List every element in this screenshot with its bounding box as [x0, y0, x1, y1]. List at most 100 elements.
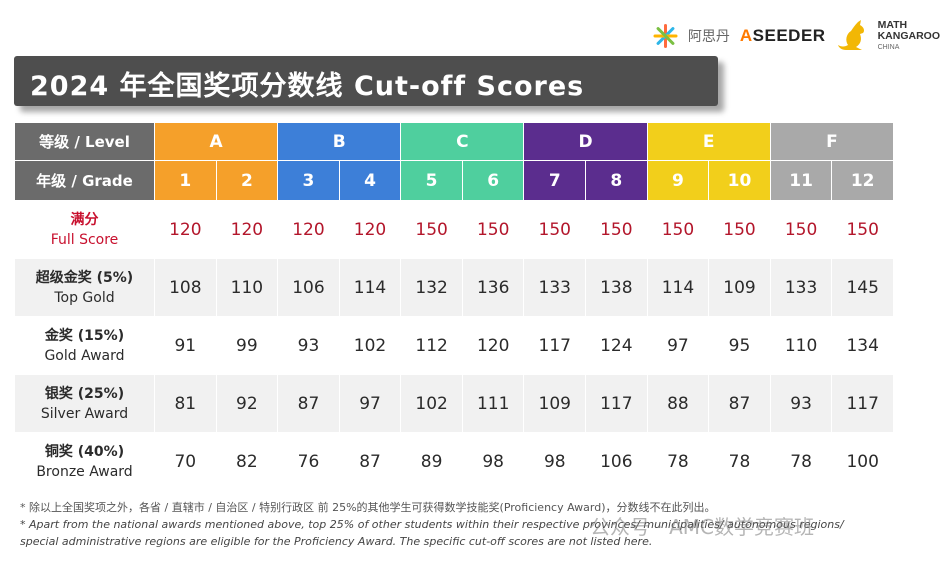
score-cell: 120	[154, 200, 217, 259]
page-title: 2024 年全国奖项分数线 Cut-off Scores	[30, 71, 585, 102]
score-cell: 150	[646, 200, 710, 259]
score-cell: 95	[708, 316, 771, 375]
score-cell: 120	[277, 200, 340, 259]
score-table-body: 满分 Full Score 120 120 120 120 150 150 150 150 150 1…	[14, 200, 894, 491]
level-header-row: 等级 / Level A B C D E F	[14, 122, 895, 161]
score-cell: 114	[338, 258, 402, 317]
score-cell: 87	[338, 432, 402, 491]
score-cell: 120	[215, 200, 279, 259]
level-E: E	[646, 122, 771, 161]
level-F: F	[769, 122, 895, 161]
score-cell: 106	[585, 432, 648, 491]
score-cell: 133	[523, 258, 587, 317]
row-label: 金奖 (15%) Gold Award	[14, 316, 155, 375]
level-header-label: 等级 / Level	[14, 122, 155, 161]
kangaroo-icon	[837, 20, 864, 50]
aisidan-logo-text: 阿思丹	[687, 29, 730, 45]
grade-11: 11	[769, 160, 833, 201]
score-cell: 112	[400, 316, 463, 375]
score-cell: 132	[400, 258, 463, 317]
score-cell: 93	[277, 316, 340, 375]
footnote-en-2: special administrative regions are eligi…	[20, 535, 653, 548]
title-banner: 2024 年全国奖项分数线 Cut-off Scores	[14, 56, 718, 106]
logo-row: 阿思丹 ASEEDER MATH KANGAROO CHINA	[652, 16, 940, 56]
score-cell: 109	[523, 374, 587, 433]
aisidan-spark-icon	[652, 23, 678, 49]
score-cell: 81	[154, 374, 217, 433]
score-cell: 97	[338, 374, 402, 433]
grade-header-row: 年级 / Grade 1 2 3 4 5 6 7 8 9 10 11 12	[14, 160, 894, 201]
score-cell: 117	[585, 374, 648, 433]
row-label-en: Silver Award	[40, 405, 129, 422]
score-cell: 98	[523, 432, 587, 491]
score-cell: 109	[708, 258, 771, 317]
score-cell: 82	[215, 432, 279, 491]
grade-1: 1	[154, 160, 217, 201]
score-cell: 99	[215, 316, 279, 375]
row-label: 超级金奖 (5%) Top Gold	[14, 258, 155, 317]
row-label: 满分 Full Score	[14, 200, 155, 259]
footnote-cn: * 除以上全国奖项之外，各省 / 直辖市 / 自治区 / 特别行政区 前 25%…	[20, 501, 716, 514]
score-cell: 117	[523, 316, 587, 375]
score-cell: 138	[585, 258, 648, 317]
score-cell: 102	[338, 316, 402, 375]
row-label-cn: 金奖 (15%)	[44, 327, 125, 344]
score-cell: 150	[523, 200, 587, 259]
score-cell: 76	[277, 432, 340, 491]
level-A: A	[153, 122, 279, 161]
score-cell: 91	[154, 316, 217, 375]
score-cell: 87	[277, 374, 340, 433]
score-cell: 70	[154, 432, 217, 491]
score-cell: 150	[769, 200, 833, 259]
row-label-en: Full Score	[50, 231, 119, 248]
grade-9: 9	[646, 160, 710, 201]
score-cell: 150	[831, 200, 894, 259]
score-cell: 133	[769, 258, 833, 317]
grade-8: 8	[585, 160, 648, 201]
grade-header-label: 年级 / Grade	[14, 160, 155, 201]
level-B: B	[277, 122, 402, 161]
row-label-cn: 超级金奖 (5%)	[35, 269, 134, 286]
row-label-cn: 满分	[70, 211, 99, 228]
score-cell: 150	[585, 200, 648, 259]
score-cell: 124	[585, 316, 648, 375]
score-row: 超级金奖 (5%) Top Gold 108 110 106 114 132 136 133 13…	[14, 258, 894, 317]
score-cell: 106	[277, 258, 340, 317]
score-cell: 120	[338, 200, 402, 259]
row-label-en: Gold Award	[44, 347, 125, 364]
score-cell: 110	[769, 316, 833, 375]
grade-12: 12	[831, 160, 894, 201]
score-cell: 78	[769, 432, 833, 491]
score-row: 满分 Full Score 120 120 120 120 150 150 150 150 150 1…	[14, 200, 894, 259]
level-C: C	[400, 122, 525, 161]
score-cell: 136	[461, 258, 525, 317]
math-kangaroo-logo: MATH KANGAROO CHINA	[877, 18, 940, 51]
score-cell: 108	[154, 258, 217, 317]
score-cell: 120	[461, 316, 525, 375]
score-cell: 114	[646, 258, 710, 317]
score-cell: 102	[400, 374, 463, 433]
watermark: 公众号 · AMC数学竞赛班	[590, 515, 814, 539]
score-cell: 150	[708, 200, 771, 259]
grade-4: 4	[338, 160, 402, 201]
footnotes: * 除以上全国奖项之外，各省 / 直辖市 / 自治区 / 特别行政区 前 25%…	[20, 499, 844, 550]
grade-5: 5	[400, 160, 463, 201]
score-cell: 110	[215, 258, 279, 317]
score-cell: 78	[646, 432, 710, 491]
score-cell: 150	[461, 200, 525, 259]
row-label-en: Top Gold	[54, 289, 115, 306]
score-row: 银奖 (25%) Silver Award 81 92 87 97 102 111 109 117…	[14, 374, 894, 433]
score-cell: 87	[708, 374, 771, 433]
grade-6: 6	[461, 160, 525, 201]
score-cell: 98	[461, 432, 525, 491]
score-cell: 78	[708, 432, 771, 491]
grade-10: 10	[708, 160, 771, 201]
row-label-cn: 银奖 (25%)	[44, 385, 125, 402]
score-cell: 88	[646, 374, 710, 433]
score-cell: 93	[769, 374, 833, 433]
score-cell: 134	[831, 316, 894, 375]
row-label: 银奖 (25%) Silver Award	[14, 374, 155, 433]
score-row: 金奖 (15%) Gold Award 91 99 93 102 112 120 117 124 9…	[14, 316, 894, 375]
row-label-en: Bronze Award	[36, 463, 133, 480]
row-label-cn: 铜奖 (40%)	[44, 443, 125, 460]
